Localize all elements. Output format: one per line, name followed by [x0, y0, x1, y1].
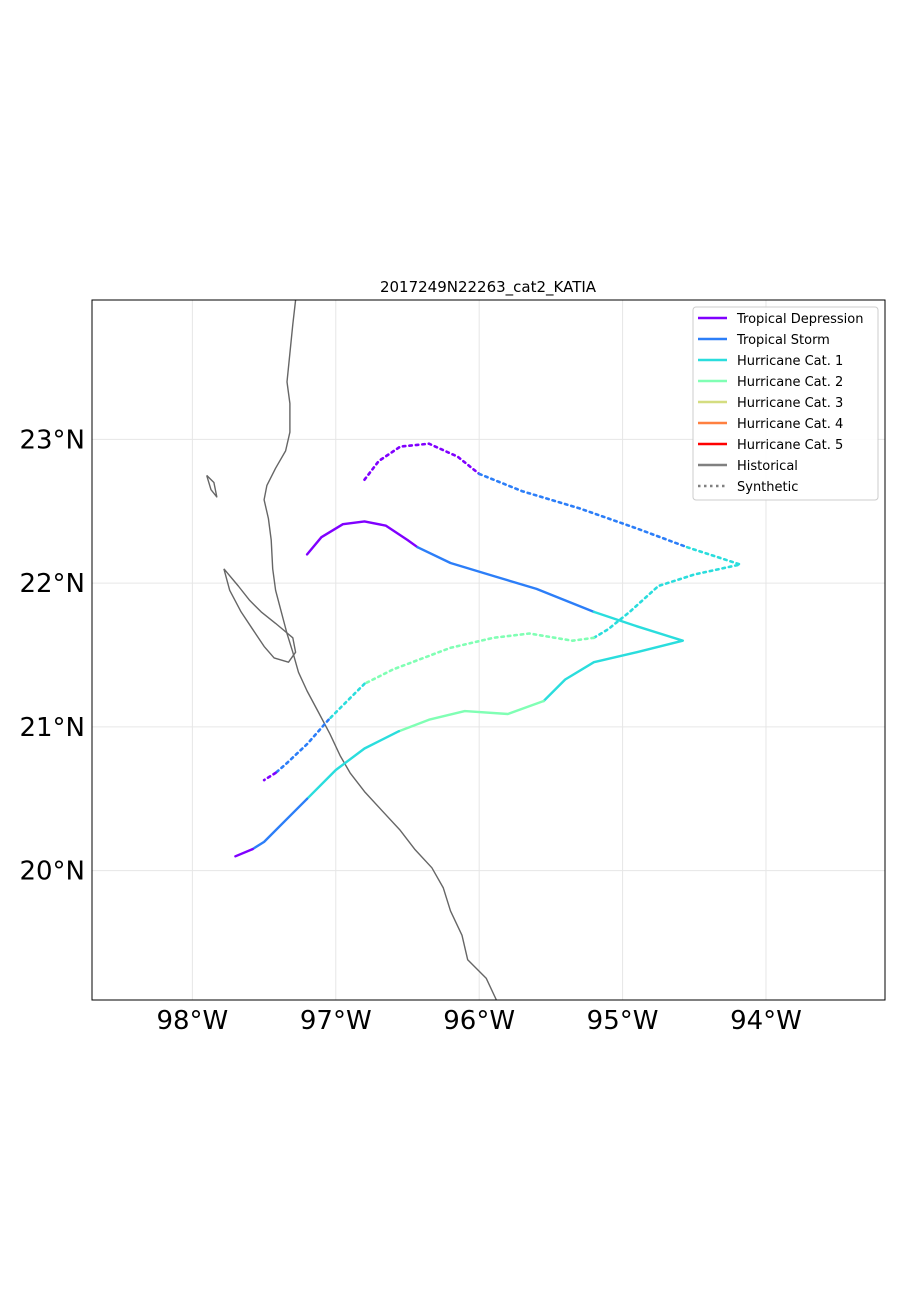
historical-track-segment — [253, 799, 308, 849]
legend: Tropical Depression Tropical Storm Hurrica… — [693, 307, 878, 500]
coastline — [207, 300, 497, 1000]
y-tick-label: 21°N — [19, 713, 85, 743]
historical-track-segment — [307, 521, 417, 554]
x-tick-label: 98°W — [156, 1006, 228, 1036]
synthetic-track-segment — [365, 444, 480, 480]
x-tick-label: 94°W — [730, 1006, 802, 1036]
legend-label: Hurricane Cat. 2 — [737, 375, 843, 390]
legend-label: Historical — [737, 459, 798, 474]
legend-label: Synthetic — [737, 480, 798, 495]
historical-track-segment — [307, 731, 399, 799]
x-tick-label: 97°W — [300, 1006, 372, 1036]
storm-tracks — [235, 444, 740, 857]
island-path — [207, 475, 217, 497]
synthetic-track-segment — [479, 474, 687, 547]
historical-track-segment — [418, 547, 594, 612]
legend-label: Hurricane Cat. 1 — [737, 354, 843, 369]
y-tick-label: 23°N — [19, 425, 85, 455]
legend-label: Hurricane Cat. 5 — [737, 438, 843, 453]
synthetic-track-segment — [264, 773, 276, 780]
synthetic-track-segment — [276, 720, 329, 773]
axis-tick-labels: 98°W 97°W 96°W 95°W 94°W 20°N 21°N 22°N 23°N — [19, 425, 801, 1036]
legend-label: Tropical Depression — [736, 312, 863, 327]
y-tick-label: 22°N — [19, 569, 85, 599]
x-tick-label: 95°W — [587, 1006, 659, 1036]
synthetic-track-segment — [329, 684, 365, 720]
legend-label: Tropical Storm — [736, 333, 830, 348]
x-tick-label: 96°W — [443, 1006, 515, 1036]
y-tick-label: 20°N — [19, 857, 85, 887]
historical-track-segment — [235, 849, 252, 856]
map-title: 2017249N22263_cat2_KATIA — [380, 278, 597, 297]
synthetic-track-segment — [594, 547, 740, 638]
legend-label: Hurricane Cat. 3 — [737, 396, 843, 411]
coastline-path — [264, 300, 496, 1000]
legend-label: Hurricane Cat. 4 — [737, 417, 843, 432]
